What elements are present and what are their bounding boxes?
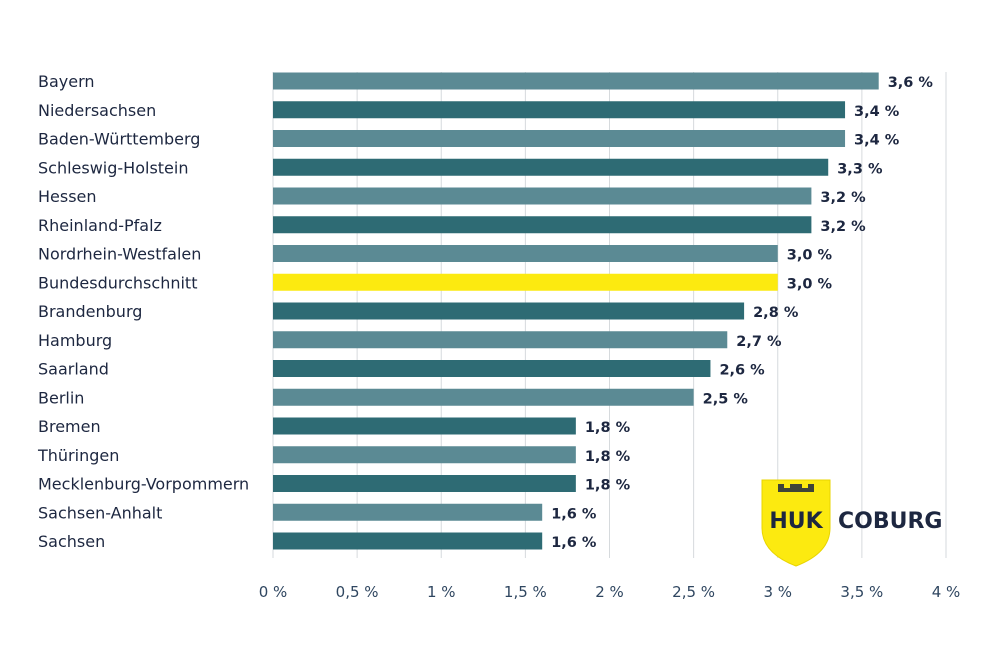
huk-coburg-logo: HUK COBURG [761,479,942,567]
value-label: 1,6 % [551,506,597,522]
bar [273,302,745,320]
category-label: Niedersachsen [38,101,156,120]
bar [273,245,778,262]
value-label: 3,2 % [820,219,866,235]
bar [273,532,543,550]
value-label: 3,3 % [837,161,883,177]
bar [273,331,728,349]
bar [273,158,829,176]
category-labels: Bayern Niedersachsen Baden-Württemberg Schl… [37,72,249,551]
x-tick-label: 1 % [427,583,456,601]
value-label: 1,6 % [551,535,597,551]
category-label: Mecklenburg-Vorpommern [38,475,249,494]
bar [273,446,576,464]
bar [273,101,846,119]
category-label: Rheinland-Pfalz [38,216,162,235]
logo-huk-text: HUK [769,509,823,534]
category-label: Sachsen-Anhalt [38,503,162,522]
shield-icon [761,479,831,567]
category-label: Berlin [38,388,84,407]
bar [273,360,711,377]
x-axis-ticks: 0 % 0,5 % 1 % 1,5 % 2 % 2,5 % 3 % 3,5 % 4 % [259,583,961,601]
category-label: Brandenburg [38,302,142,321]
category-label: Hamburg [38,331,112,350]
x-tick-label: 0,5 % [336,583,379,601]
x-tick-label: 2 % [595,583,624,601]
bar [273,216,812,234]
bars [273,72,879,550]
category-label: Baden-Württemberg [38,130,200,149]
value-label: 1,8 % [585,478,631,494]
category-label: Bayern [38,72,95,91]
category-label: Nordrhein-Westfalen [38,245,201,264]
category-label: Hessen [38,187,97,206]
value-label: 3,0 % [787,276,833,292]
bar [273,417,576,435]
x-tick-label: 3,5 % [840,583,883,601]
category-label: Saarland [38,360,109,379]
value-label: 3,4 % [854,104,900,120]
bar [273,475,576,492]
value-label: 3,0 % [787,248,833,264]
value-label: 1,8 % [585,420,631,436]
value-label: 3,4 % [854,133,900,149]
bar [273,130,846,147]
value-label: 3,2 % [820,190,866,206]
x-tick-label: 4 % [932,583,961,601]
category-label: Sachsen [38,532,105,551]
x-tick-label: 0 % [259,583,288,601]
category-label: Thüringen [37,446,119,465]
bar [273,187,812,205]
category-label: Bremen [38,417,101,436]
bar [273,273,778,291]
value-label: 2,8 % [753,305,799,321]
value-label: 2,7 % [736,334,782,350]
value-label: 3,6 % [888,75,934,91]
value-labels: 3,6 % 3,4 % 3,4 % 3,3 % 3,2 % 3,2 % 3,0 % 3,0 %… [551,75,933,551]
x-tick-label: 1,5 % [504,583,547,601]
logo-coburg-text: COBURG [838,509,942,534]
category-label: Bundesdurchschnitt [38,273,197,292]
category-label: Schleswig-Holstein [38,158,188,177]
x-tick-label: 3 % [763,583,792,601]
bar [273,72,879,90]
value-label: 2,5 % [703,391,749,407]
value-label: 2,6 % [719,363,765,379]
bar [273,503,543,521]
bar [273,388,694,406]
value-label: 1,8 % [585,449,631,465]
x-tick-label: 2,5 % [672,583,715,601]
